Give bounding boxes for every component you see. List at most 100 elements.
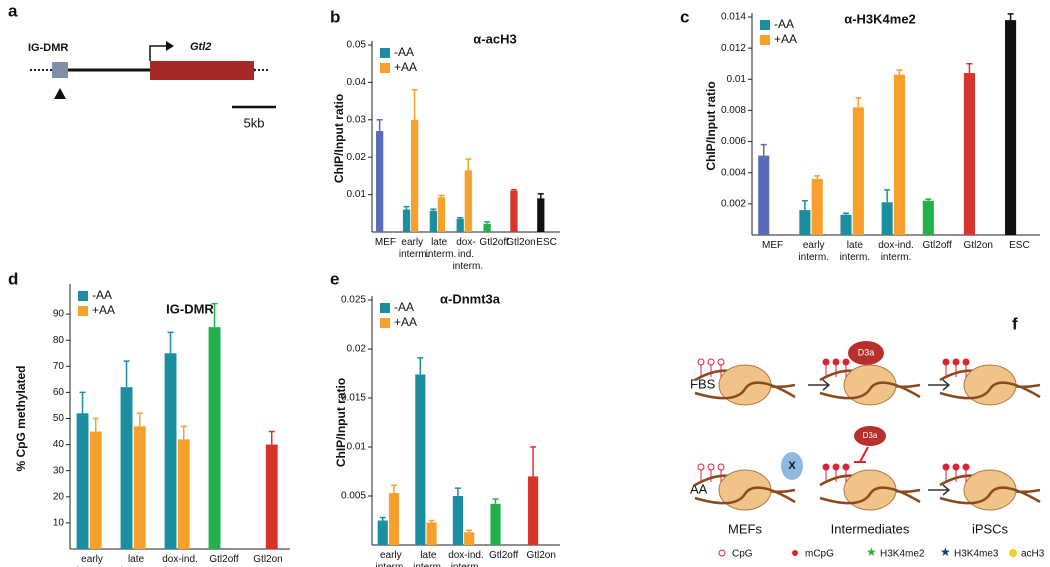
y-axis-label: ChIP/Input ratio bbox=[704, 81, 718, 170]
error-bar bbox=[492, 498, 499, 504]
bar bbox=[852, 107, 864, 235]
y-tick-label: 80 bbox=[53, 335, 65, 346]
legend-label: -AA bbox=[394, 45, 414, 59]
error-bar bbox=[1007, 13, 1014, 21]
cpg bbox=[842, 358, 850, 366]
bar bbox=[840, 214, 852, 235]
error-bar bbox=[457, 217, 464, 219]
y-tick-label: 40 bbox=[53, 439, 65, 450]
stage-label: MEFs bbox=[728, 521, 762, 536]
panel-letter: c bbox=[680, 7, 689, 26]
y-tick-label: 20 bbox=[53, 491, 65, 502]
bar bbox=[402, 209, 411, 232]
x-tick-label: ESC bbox=[536, 237, 557, 248]
bar bbox=[464, 170, 472, 232]
x-tick-label: ESC bbox=[1009, 240, 1030, 251]
cpg bbox=[962, 358, 970, 366]
x-tick-label: MEF bbox=[762, 240, 784, 251]
dna bbox=[939, 486, 1041, 505]
dna bbox=[694, 486, 796, 505]
x-tick-label: Gtl2on bbox=[506, 237, 536, 248]
gene-diagram: IG-DMR Gtl2 5kb bbox=[28, 41, 276, 130]
x-tick-label: dox-ind. interm. bbox=[162, 554, 198, 567]
legend-label: -AA bbox=[774, 17, 794, 31]
enzyme-label: D3a bbox=[863, 431, 878, 440]
dna bbox=[819, 381, 921, 400]
bar bbox=[429, 210, 437, 232]
y-tick-label: 0.02 bbox=[347, 344, 367, 355]
error-bar bbox=[884, 189, 891, 203]
error-bar bbox=[268, 430, 275, 445]
bar bbox=[410, 119, 419, 232]
error-bar bbox=[79, 391, 86, 414]
y-tick-label: 60 bbox=[53, 387, 65, 398]
legend-label: mCpG bbox=[805, 549, 834, 560]
error-bar bbox=[855, 97, 862, 108]
legend-label: CpG bbox=[732, 549, 753, 560]
panel-letter: f bbox=[1012, 314, 1018, 333]
y-tick-label: 0.012 bbox=[721, 43, 746, 54]
cpg bbox=[717, 463, 725, 471]
legend-swatch bbox=[760, 35, 770, 45]
y-tick-label: 10 bbox=[53, 518, 65, 529]
row-label: FBS bbox=[690, 376, 716, 391]
chart-title: α-Dnmt3a bbox=[440, 291, 501, 306]
bar bbox=[177, 439, 190, 549]
x-tick-label: Gtl2off bbox=[209, 554, 239, 565]
bar bbox=[377, 520, 388, 545]
cpg bbox=[707, 463, 715, 471]
cpg bbox=[832, 463, 840, 471]
error-bar bbox=[211, 302, 218, 328]
cpg bbox=[942, 463, 950, 471]
y-tick-label: 30 bbox=[53, 465, 65, 476]
enzyme-label: D3a bbox=[858, 347, 875, 357]
bar bbox=[426, 522, 437, 545]
bar bbox=[456, 218, 464, 232]
cpg bbox=[962, 463, 970, 471]
x-tick-label: dox-ind. interm. bbox=[452, 237, 484, 272]
error-bar bbox=[428, 519, 435, 523]
bar bbox=[881, 202, 893, 235]
legend-label: H3K4me3 bbox=[954, 549, 999, 560]
bar bbox=[388, 493, 400, 545]
cpg bbox=[717, 358, 725, 366]
stage-label: iPSCs bbox=[972, 521, 1009, 536]
error-bar bbox=[376, 119, 383, 132]
legend-label: -AA bbox=[394, 300, 414, 314]
y-tick-label: 0.005 bbox=[341, 491, 366, 502]
cpg bbox=[952, 463, 960, 471]
dna bbox=[939, 381, 1041, 400]
bar bbox=[76, 413, 89, 549]
error-bar bbox=[379, 516, 386, 521]
y-tick-label: 90 bbox=[53, 309, 65, 320]
error-bar bbox=[454, 487, 461, 496]
bar bbox=[528, 476, 539, 545]
y-axis-label: % CpG methylated bbox=[14, 365, 28, 471]
legend-swatch bbox=[78, 306, 88, 316]
bar bbox=[922, 200, 934, 235]
error-bar bbox=[966, 62, 973, 74]
bar bbox=[537, 198, 545, 232]
bar bbox=[758, 155, 770, 235]
panel-letter: b bbox=[330, 7, 340, 26]
x-tick-label: early interm. bbox=[798, 240, 829, 263]
y-tick-label: 0.025 bbox=[341, 295, 366, 306]
error-bar bbox=[537, 193, 544, 199]
y-tick-label: 0.01 bbox=[347, 189, 367, 200]
error-bar bbox=[484, 221, 491, 224]
dna bbox=[819, 486, 921, 505]
error-bar bbox=[466, 529, 473, 533]
y-tick-label: 0.002 bbox=[721, 198, 746, 209]
legend-label: +AA bbox=[394, 60, 417, 74]
cpg bbox=[832, 358, 840, 366]
cpg bbox=[697, 463, 705, 471]
x-tick-label: Gtl2on bbox=[963, 240, 993, 251]
cpg bbox=[707, 358, 715, 366]
cpg bbox=[942, 358, 950, 366]
legend-label: +AA bbox=[92, 303, 115, 317]
x-tick-label: early interm. bbox=[376, 550, 407, 567]
gene-label: Gtl2 bbox=[190, 41, 211, 53]
chart-title: α-H3K4me2 bbox=[844, 11, 916, 26]
